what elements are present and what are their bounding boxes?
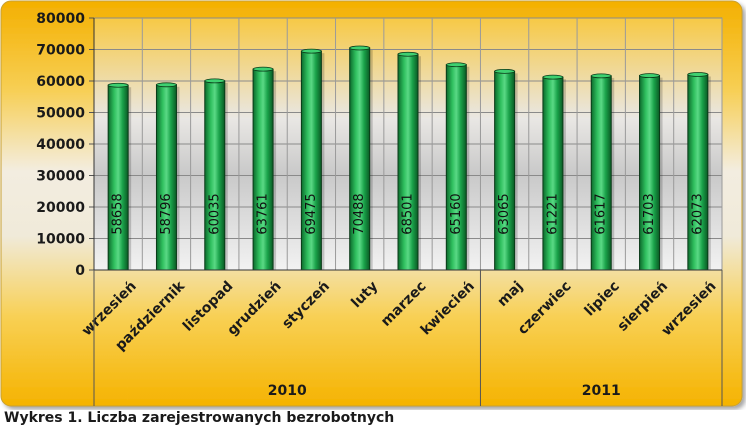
bar-cap [300, 48, 322, 54]
bar-cap [349, 45, 371, 51]
bar [590, 75, 612, 271]
bar-cap [252, 66, 274, 72]
year-groups: 2010 2011 [93, 270, 723, 406]
bar [349, 47, 371, 271]
y-tick-label: 80000 [36, 11, 85, 27]
bar-value-label: 61221 [545, 193, 560, 234]
bar-cap [590, 73, 612, 79]
bar [252, 68, 274, 271]
bar-cap [494, 68, 516, 74]
y-tick-label: 30000 [36, 169, 85, 185]
bar-cap [445, 62, 467, 68]
bar [542, 76, 564, 271]
y-tick-label: 40000 [36, 137, 85, 153]
bar-cap [542, 74, 564, 80]
y-tick-label: 10000 [36, 232, 85, 248]
bar-value-label: 68501 [401, 193, 416, 234]
chart-caption: Wykres 1. Liczba zarejestrowanych bezrob… [4, 410, 395, 426]
bar [494, 70, 516, 271]
bar-cap [156, 82, 177, 88]
bar-value-label: 63761 [256, 193, 271, 234]
bar-value-label: 65160 [449, 193, 464, 234]
bar [300, 50, 322, 271]
bar [204, 80, 226, 271]
bar-cap [397, 51, 419, 57]
y-tick-label: 20000 [36, 200, 85, 216]
bar-cap [204, 78, 226, 84]
bar-value-label: 60035 [207, 193, 222, 234]
bar [397, 53, 419, 271]
y-axis: 0 10000 20000 30000 40000 50000 60000 70000 8000… [36, 11, 95, 279]
year-group-label: 2011 [582, 383, 621, 399]
bar [107, 84, 129, 271]
bar-chart: 0 10000 20000 30000 40000 50000 60000 70000 8000… [0, 0, 743, 407]
bar-value-label: 70488 [352, 193, 367, 234]
bar-value-label: 58658 [111, 193, 126, 234]
year-group-label: 2010 [268, 383, 307, 399]
y-tick-label: 70000 [36, 43, 85, 59]
bar-value-label: 63065 [497, 193, 512, 234]
bar-cap [639, 73, 660, 79]
bar [639, 75, 661, 271]
bar-value-label: 61617 [594, 193, 609, 234]
bar [155, 84, 177, 271]
y-tick-label: 60000 [36, 74, 85, 90]
bar-cap [687, 72, 709, 77]
bar-value-label: 62073 [690, 193, 705, 234]
y-tick-label: 50000 [36, 106, 85, 122]
bar [687, 73, 709, 271]
bars: 58658 58796 60035 63761 69475 70488 68501 65160… [107, 45, 711, 271]
bar [445, 64, 467, 271]
bar-value-label: 58796 [159, 193, 174, 234]
bar-cap [107, 82, 129, 88]
y-tick-label: 0 [75, 263, 85, 279]
bar-value-label: 61703 [642, 193, 657, 234]
bar-value-label: 69475 [304, 193, 319, 234]
